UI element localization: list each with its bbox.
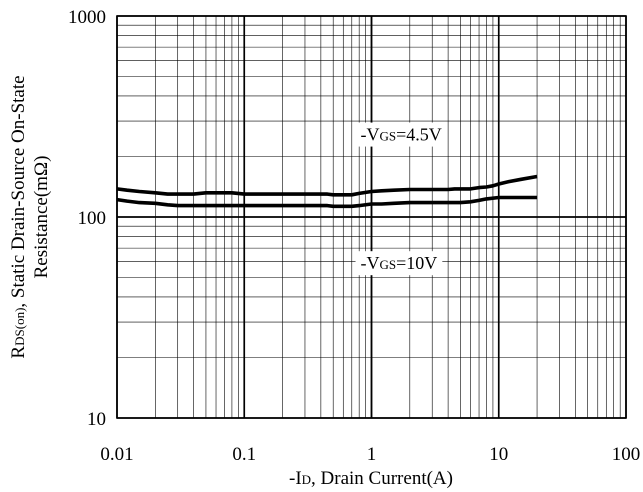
x-tick-label: 1	[367, 444, 377, 465]
grid-lines	[116, 15, 627, 419]
y-tick-labels: 10 100 1000	[68, 7, 106, 430]
y-tick-label: 100	[78, 208, 107, 229]
x-tick-label: 100	[612, 444, 641, 465]
series-lines	[116, 174, 538, 209]
annotation-background	[355, 251, 443, 276]
plot-frame	[116, 15, 627, 419]
annotation-background	[355, 122, 447, 147]
series-line-2	[116, 195, 538, 209]
x-axis-label: -ID, Drain Current(A)	[289, 468, 453, 489]
x-tick-labels: 0.01 0.1 1 10 100	[100, 444, 640, 465]
y-axis-label: RDS(on), Static Drain-Source On-State Re…	[8, 75, 52, 358]
series-annotation-1: -VGS=4.5V	[355, 122, 447, 147]
series-annotations: -VGS=4.5V -VGS=10V	[355, 122, 447, 276]
y-axis-label-line2: Resistance(mΩ)	[31, 156, 52, 279]
y-tick-label: 10	[87, 409, 106, 430]
y-axis-label-line1: RDS(on), Static Drain-Source On-State	[8, 75, 29, 358]
x-tick-label: 10	[489, 444, 508, 465]
x-tick-label: 0.1	[232, 444, 256, 465]
series-annotation-2: -VGS=10V	[355, 251, 443, 276]
y-tick-label: 1000	[68, 7, 106, 28]
annotation-text: -VGS=10V	[361, 253, 438, 273]
annotation-text: -VGS=4.5V	[361, 125, 442, 145]
x-tick-label: 0.01	[100, 444, 133, 465]
series-line-1	[116, 174, 538, 197]
